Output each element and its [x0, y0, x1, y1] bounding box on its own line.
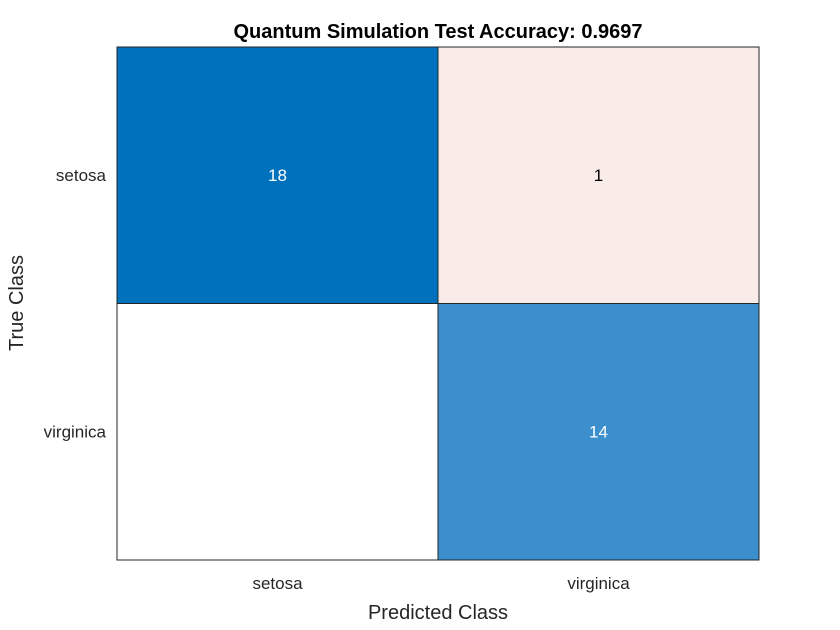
matrix-cell	[437, 46, 760, 304]
cell-value-label: 14	[589, 422, 608, 441]
matrix-cell	[437, 303, 760, 561]
x-tick-label: setosa	[252, 574, 303, 593]
y-tick-label: setosa	[56, 166, 107, 185]
matrix-cell	[116, 303, 439, 561]
cell-value-label: 18	[268, 166, 287, 185]
matrix-cells: 18 1 14	[116, 46, 760, 561]
cell-value-label: 1	[594, 166, 603, 185]
y-tick-labels: setosa virginica	[44, 166, 107, 442]
y-tick-label: virginica	[44, 422, 107, 441]
chart-title: Quantum Simulation Test Accuracy: 0.9697	[233, 21, 642, 43]
x-tick-labels: setosa virginica	[252, 574, 630, 593]
x-axis-label: Predicted Class	[368, 602, 508, 624]
x-tick-label: virginica	[567, 574, 630, 593]
y-axis-label: True Class	[6, 255, 28, 351]
matrix-cell	[116, 46, 439, 304]
